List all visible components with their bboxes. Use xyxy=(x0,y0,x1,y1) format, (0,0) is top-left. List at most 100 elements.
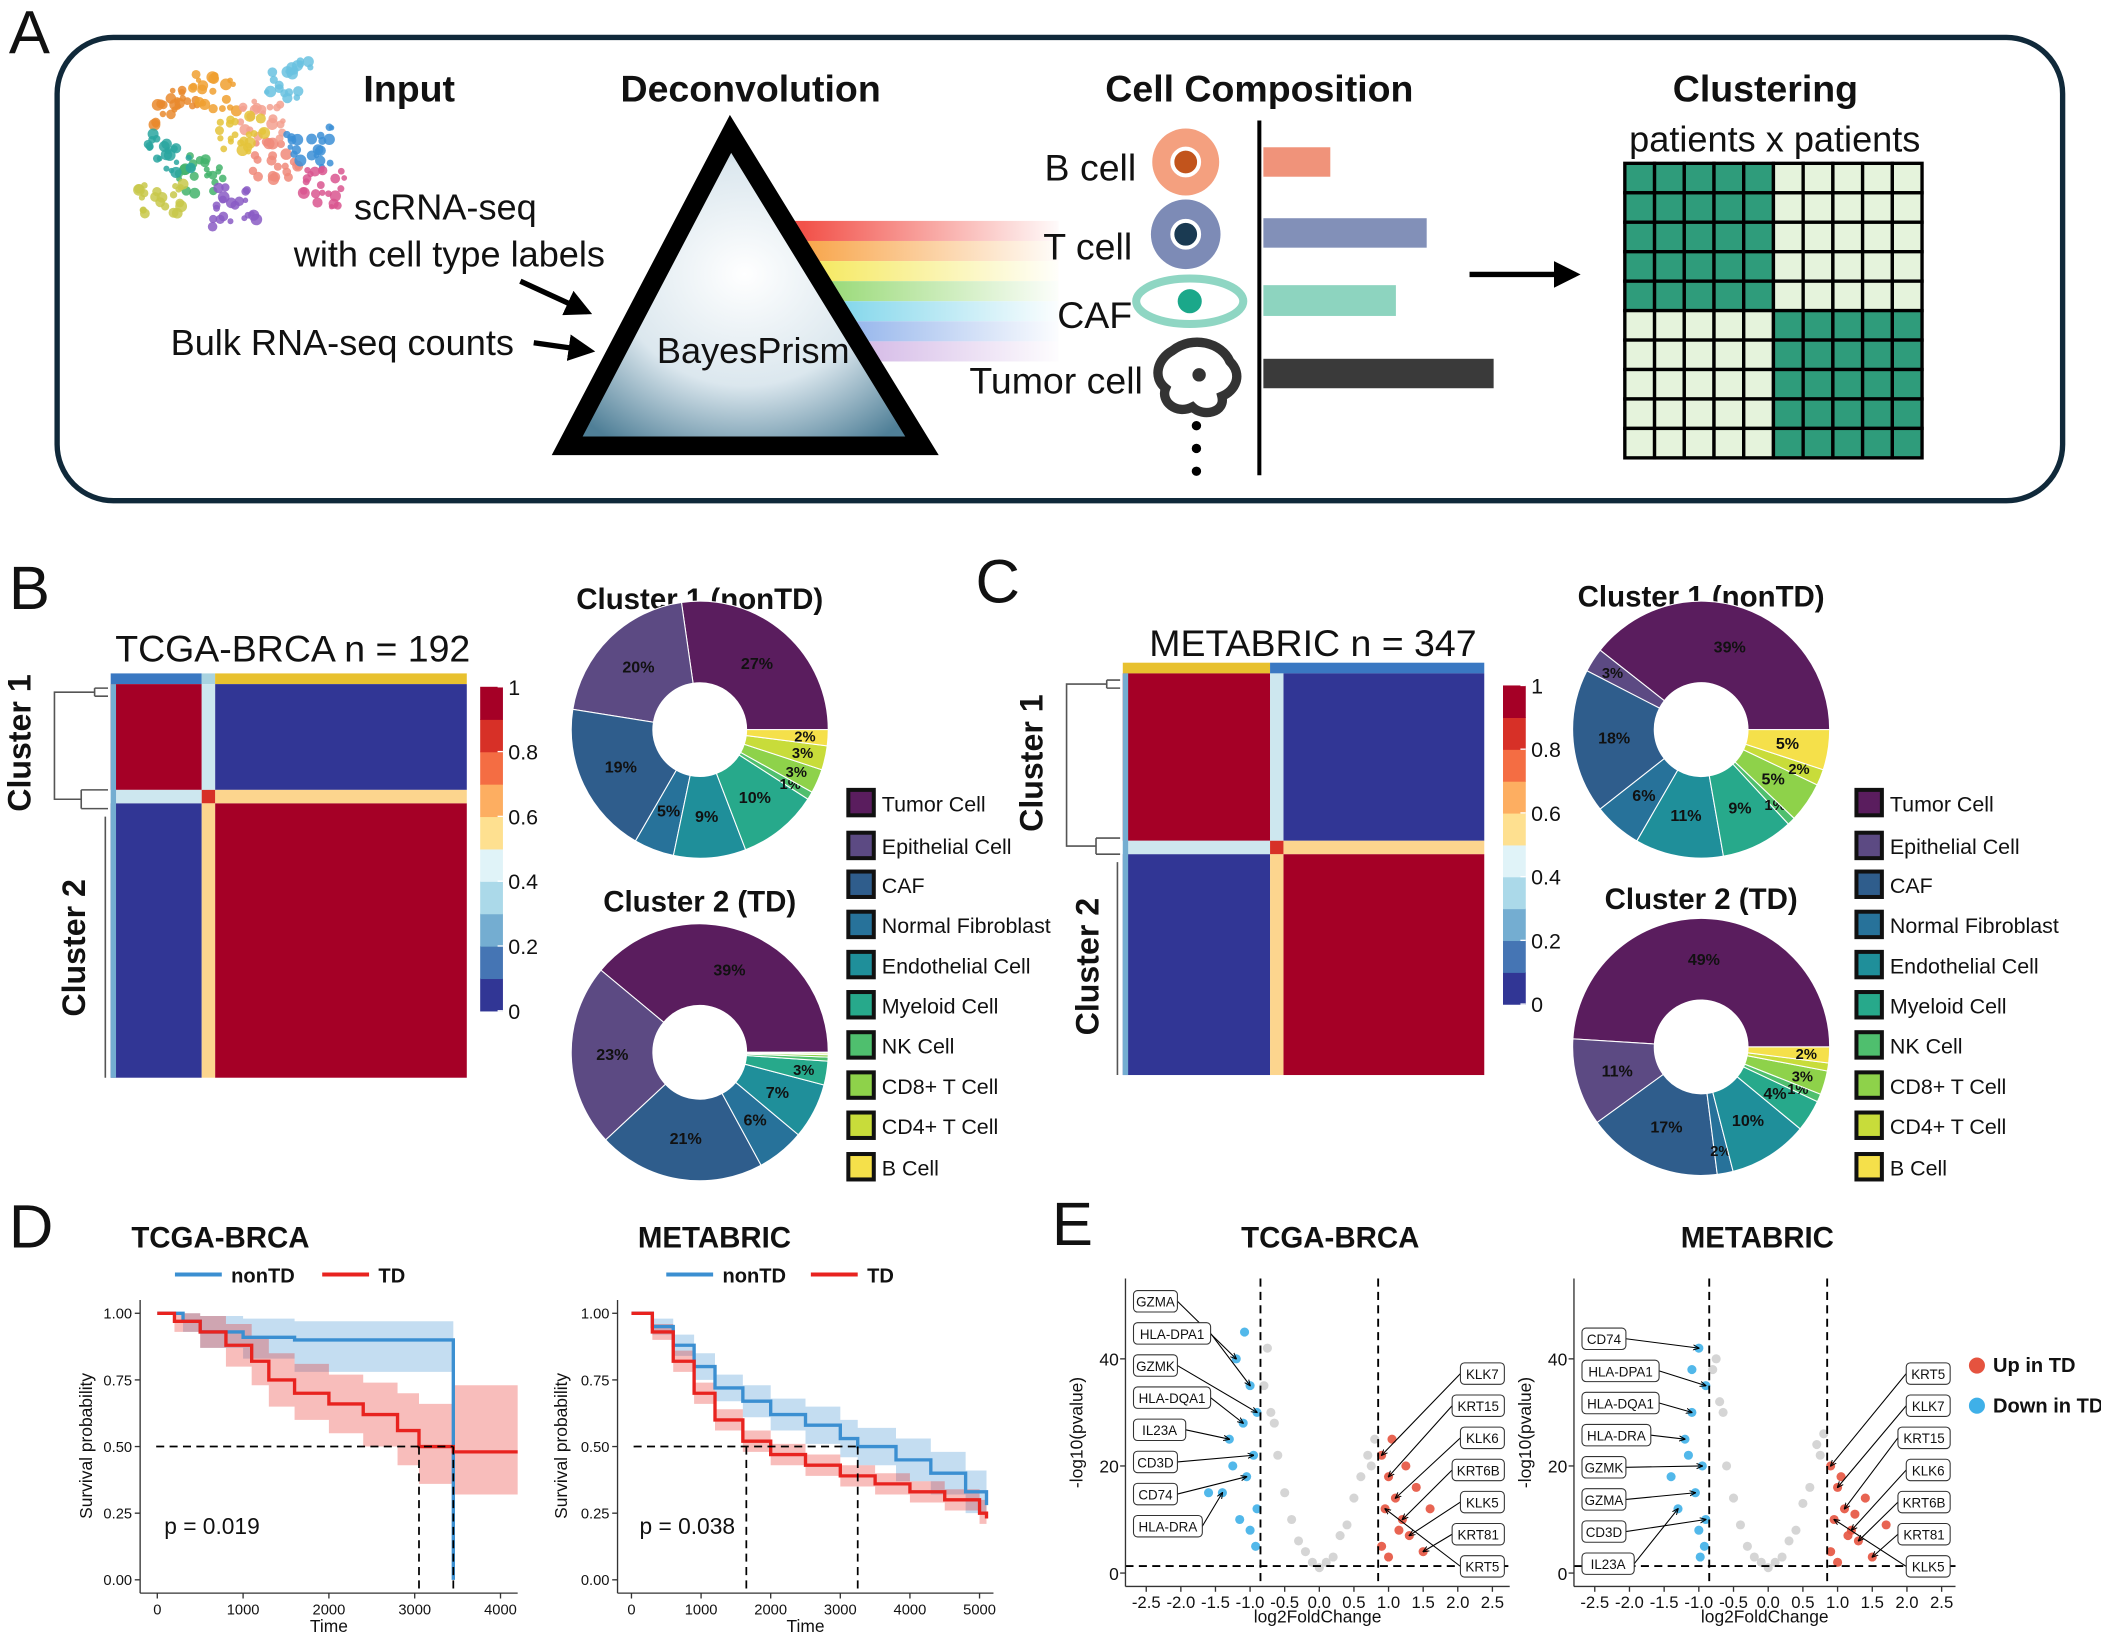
tsne-dot xyxy=(191,70,201,79)
grid-cell xyxy=(1623,161,1657,195)
grid-cell xyxy=(1712,397,1746,431)
x-tick-label: 3000 xyxy=(824,1603,857,1619)
heatmap-block xyxy=(110,684,202,790)
grid-cell xyxy=(1712,250,1746,283)
pie-label: 20% xyxy=(622,659,654,677)
volcano-point xyxy=(1770,1557,1780,1567)
label-arrow xyxy=(1650,1434,1685,1439)
colorbar-step xyxy=(480,719,503,753)
tsne-dot xyxy=(230,81,236,88)
pie-label: 2% xyxy=(1788,762,1809,778)
x-tick-label: -2.0 xyxy=(1166,1593,1195,1612)
legend-swatch xyxy=(1854,949,1884,980)
volcano-point xyxy=(1735,1520,1746,1530)
tsne-dot xyxy=(206,170,213,177)
cell-label: T cell xyxy=(1043,226,1132,268)
x-tick-label: 1.0 xyxy=(1826,1593,1849,1612)
legend-swatch xyxy=(846,787,876,818)
x-tick-label: 3000 xyxy=(398,1603,431,1619)
x-tick-label: -1.0 xyxy=(1236,1593,1265,1612)
x-tick-label: 1.5 xyxy=(1861,1593,1884,1612)
grid-cell xyxy=(1682,250,1716,283)
volcano-point xyxy=(1383,1552,1394,1562)
volcano-point xyxy=(1722,1461,1732,1471)
volcano-point xyxy=(1287,1514,1297,1525)
y-tick-label: 20 xyxy=(1099,1457,1118,1477)
gene-label-box xyxy=(1581,1488,1627,1511)
gene-label: CD3D xyxy=(1586,1525,1623,1540)
tsne-dot xyxy=(208,104,218,114)
label-arrow xyxy=(1845,1437,1899,1509)
y-tick-label: 40 xyxy=(1099,1350,1118,1370)
pie-label: 23% xyxy=(596,1046,628,1064)
grid-cell xyxy=(1682,338,1716,372)
grid-cell xyxy=(1771,397,1805,431)
tsne-dot xyxy=(263,89,270,95)
tsne-dot xyxy=(330,173,341,184)
x-tick-label: 1000 xyxy=(685,1603,718,1619)
y-tick-label: 20 xyxy=(1548,1457,1567,1477)
panel-letter: A xyxy=(9,0,50,68)
tsne-dot xyxy=(166,109,176,120)
y-tick-label: 0.25 xyxy=(581,1507,610,1523)
row-label: Cluster 1 xyxy=(1013,694,1049,831)
legend-swatch xyxy=(1854,787,1884,818)
grid-cell xyxy=(1652,250,1686,283)
gene-label: KLK5 xyxy=(1912,1560,1945,1575)
pie-label: 3% xyxy=(1792,1070,1813,1086)
pie-label: 2% xyxy=(1710,1144,1731,1160)
legend-label: Endothelial Cell xyxy=(1890,954,2039,978)
gene-label-box xyxy=(1581,1520,1627,1543)
label-arrow xyxy=(1633,1509,1678,1565)
grid-cell xyxy=(1623,367,1657,401)
grid-cell xyxy=(1742,191,1776,224)
heatmap-block xyxy=(201,684,216,790)
cell-label: CAF xyxy=(1057,294,1132,336)
grid-cell xyxy=(1860,279,1894,313)
tsne-dot xyxy=(309,166,320,177)
grid-cell xyxy=(1831,250,1865,283)
volcano-point xyxy=(1850,1509,1860,1519)
label-arrow xyxy=(1423,1533,1453,1551)
x-tick-label: 5000 xyxy=(963,1603,996,1619)
legend-label: B Cell xyxy=(1890,1156,1947,1180)
tsne-dot xyxy=(258,127,271,139)
label-arrow xyxy=(1851,1469,1907,1530)
tsne-dot xyxy=(227,77,233,84)
tsne-dot xyxy=(226,104,234,111)
tsne-dot xyxy=(266,155,277,166)
legend-label: NK Cell xyxy=(1890,1035,1963,1059)
pie-label: 5% xyxy=(657,803,680,821)
y-tick-label: 0.25 xyxy=(103,1507,132,1523)
colorbar-label: 0 xyxy=(508,1000,520,1024)
tsne-dot xyxy=(312,197,323,208)
grid-cell xyxy=(1831,220,1865,254)
legend-swatch xyxy=(1854,1070,1884,1100)
x-tick-label: -2.5 xyxy=(1580,1593,1609,1612)
annotation: p = 0.019 xyxy=(164,1513,260,1539)
y-tick-label: 0.00 xyxy=(581,1573,610,1589)
grid-cell xyxy=(1801,279,1835,313)
heading: Deconvolution xyxy=(621,68,881,110)
gene-label: CD74 xyxy=(1587,1332,1622,1347)
y-tick-label: 40 xyxy=(1548,1350,1567,1370)
pie-label: 6% xyxy=(1632,787,1655,805)
pie-label: 11% xyxy=(1602,1063,1633,1081)
pie-label: 6% xyxy=(743,1111,766,1129)
x-axis-label: log2FoldChange xyxy=(1701,1607,1829,1627)
grid-cell xyxy=(1890,279,1924,313)
tsne-dot xyxy=(266,118,279,130)
x-tick-label: 2000 xyxy=(313,1603,346,1619)
gene-label-box xyxy=(1905,1555,1951,1578)
heatmap-block xyxy=(1122,840,1271,855)
heatmap-block xyxy=(201,789,216,804)
grid-cell xyxy=(1682,367,1716,401)
grid-cell xyxy=(1831,426,1865,460)
pie-label: 18% xyxy=(1598,729,1630,747)
colorbar-label: 1 xyxy=(508,676,520,700)
tsne-dot xyxy=(306,133,318,145)
grid-cell xyxy=(1712,220,1746,254)
grid-cell xyxy=(1652,161,1686,195)
panel-letter: D xyxy=(9,1193,53,1262)
